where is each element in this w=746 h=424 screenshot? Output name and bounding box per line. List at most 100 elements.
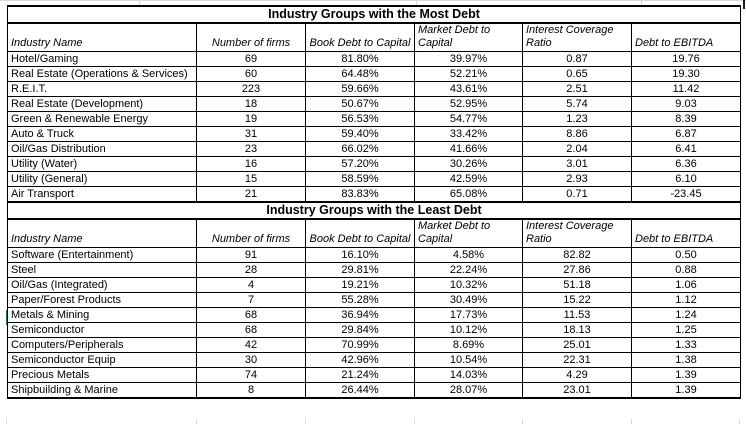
cell-interest-coverage-ratio: 0.87	[522, 51, 632, 67]
cell-interest-coverage-ratio: 1.23	[522, 111, 632, 127]
gridline	[305, 419, 306, 424]
cell-interest-coverage-ratio: 11.53	[522, 307, 632, 323]
cell-interest-coverage-ratio: 4.29	[522, 367, 632, 383]
cell-debt-to-ebitda: 1.33	[631, 337, 741, 353]
cell-interest-coverage-ratio: 2.04	[522, 141, 632, 157]
cell-market-debt-to-capital: 33.42%	[414, 126, 523, 142]
cell-industry-name: Semiconductor Equip	[7, 352, 197, 368]
cell-industry-name: Software (Entertainment)	[7, 247, 197, 263]
cell-book-debt-to-capital: 59.66%	[305, 81, 415, 97]
cell-number-of-firms: 69	[196, 51, 306, 67]
cell-debt-to-ebitda: 6.41	[631, 141, 741, 157]
cell-debt-to-ebitda: 8.39	[631, 111, 741, 127]
cell-industry-name: Air Transport	[7, 186, 197, 203]
cell-number-of-firms: 18	[196, 96, 306, 112]
cell-market-debt-to-capital: 30.26%	[414, 156, 523, 172]
cell-debt-to-ebitda: 1.39	[631, 382, 741, 399]
cell-book-debt-to-capital: 21.24%	[305, 367, 415, 383]
cell-debt-to-ebitda: 6.87	[631, 126, 741, 142]
table-row: Oil/Gas Distribution 23 66.02% 41.66% 2.04 6.…	[7, 141, 741, 157]
cell-interest-coverage-ratio: 25.01	[522, 337, 632, 353]
cell-industry-name: Utility (Water)	[7, 156, 197, 172]
cell-number-of-firms: 42	[196, 337, 306, 353]
cell-number-of-firms: 68	[196, 322, 306, 338]
cell-debt-to-ebitda: 1.12	[631, 292, 741, 308]
industry-debt-table: Industry Groups with the Most Debt Indust…	[7, 5, 741, 399]
cell-book-debt-to-capital: 36.94%	[305, 307, 415, 323]
table-row: Precious Metals 74 21.24% 14.03% 4.29 1.39	[7, 367, 741, 383]
cell-debt-to-ebitda: 1.38	[631, 352, 741, 368]
column-header-number-of-firms: Number of firms	[196, 22, 306, 52]
cell-market-debt-to-capital: 8.69%	[414, 337, 523, 353]
column-header-interest-coverage-ratio: Interest Coverage Ratio	[522, 218, 632, 248]
cell-debt-to-ebitda: 0.88	[631, 262, 741, 278]
cell-industry-name: Real Estate (Development)	[7, 96, 197, 112]
cell-book-debt-to-capital: 83.83%	[305, 186, 415, 203]
cell-book-debt-to-capital: 42.96%	[305, 352, 415, 368]
cell-debt-to-ebitda: 11.42	[631, 81, 741, 97]
cell-debt-to-ebitda: 19.30	[631, 66, 741, 82]
column-header-debt-to-ebitda: Debt to EBITDA	[631, 22, 741, 52]
cell-market-debt-to-capital: 4.58%	[414, 247, 523, 263]
column-header-book-debt-to-capital: Book Debt to Capital	[305, 22, 415, 52]
cell-interest-coverage-ratio: 23.01	[522, 382, 632, 399]
cell-debt-to-ebitda: 6.36	[631, 156, 741, 172]
cell-book-debt-to-capital: 29.81%	[305, 262, 415, 278]
cell-market-debt-to-capital: 30.49%	[414, 292, 523, 308]
gridline	[522, 419, 523, 424]
table-row: Semiconductor Equip 30 42.96% 10.54% 22.31 1.…	[7, 352, 741, 368]
cell-book-debt-to-capital: 70.99%	[305, 337, 415, 353]
table-row: Semiconductor 68 29.84% 10.12% 18.13 1.25	[7, 322, 741, 338]
cell-interest-coverage-ratio: 2.51	[522, 81, 632, 97]
cell-number-of-firms: 21	[196, 186, 306, 203]
cell-number-of-firms: 74	[196, 367, 306, 383]
table-title: Industry Groups with the Most Debt	[7, 5, 741, 24]
cell-interest-coverage-ratio: 18.13	[522, 322, 632, 338]
cell-market-debt-to-capital: 42.59%	[414, 171, 523, 187]
cell-market-debt-to-capital: 10.12%	[414, 322, 523, 338]
cell-number-of-firms: 8	[196, 382, 306, 399]
table-row: R.E.I.T. 223 59.66% 43.61% 2.51 11.42	[7, 81, 741, 97]
cell-interest-coverage-ratio: 51.18	[522, 277, 632, 293]
cell-debt-to-ebitda: 1.39	[631, 367, 741, 383]
cell-debt-to-ebitda: 1.25	[631, 322, 741, 338]
cell-market-debt-to-capital: 10.54%	[414, 352, 523, 368]
cell-market-debt-to-capital: 54.77%	[414, 111, 523, 127]
gridline	[739, 419, 740, 424]
cell-interest-coverage-ratio: 0.65	[522, 66, 632, 82]
cell-book-debt-to-capital: 26.44%	[305, 382, 415, 399]
cell-number-of-firms: 30	[196, 352, 306, 368]
table-section-title-row: Industry Groups with the Least Debt	[7, 201, 741, 220]
cell-market-debt-to-capital: 41.66%	[414, 141, 523, 157]
cell-market-debt-to-capital: 43.61%	[414, 81, 523, 97]
column-header-industry-name: Industry Name	[7, 218, 197, 248]
table-row: Air Transport 21 83.83% 65.08% 0.71 -23.45	[7, 186, 741, 203]
cell-book-debt-to-capital: 81.80%	[305, 51, 415, 67]
column-header-interest-coverage-ratio: Interest Coverage Ratio	[522, 22, 632, 52]
gridline	[416, 0, 417, 5]
cell-debt-to-ebitda: 19.76	[631, 51, 741, 67]
cell-number-of-firms: 31	[196, 126, 306, 142]
cell-debt-to-ebitda: 9.03	[631, 96, 741, 112]
table-title: Industry Groups with the Least Debt	[7, 201, 741, 220]
cell-cursor-fragment	[743, 0, 745, 9]
cell-industry-name: Utility (General)	[7, 171, 197, 187]
table-row: Oil/Gas (Integrated) 4 19.21% 10.32% 51.18 1.…	[7, 277, 741, 293]
column-header-number-of-firms: Number of firms	[196, 218, 306, 248]
table-row: Utility (General) 15 58.59% 42.59% 2.93 6.10	[7, 171, 741, 187]
table-row: Steel 28 29.81% 22.24% 27.86 0.88	[7, 262, 741, 278]
cell-industry-name: Hotel/Gaming	[7, 51, 197, 67]
column-header-debt-to-ebitda: Debt to EBITDA	[631, 218, 741, 248]
cell-book-debt-to-capital: 56.53%	[305, 111, 415, 127]
table-row: Hotel/Gaming 69 81.80% 39.97% 0.87 19.76	[7, 51, 741, 67]
cell-industry-name: Paper/Forest Products	[7, 292, 197, 308]
cell-debt-to-ebitda: -23.45	[631, 186, 741, 203]
cell-industry-name: Computers/Peripherals	[7, 337, 197, 353]
cell-industry-name: Shipbuilding & Marine	[7, 382, 197, 399]
gridline	[0, 0, 746, 1]
cell-debt-to-ebitda: 1.06	[631, 277, 741, 293]
cell-number-of-firms: 4	[196, 277, 306, 293]
cell-industry-name: Steel	[7, 262, 197, 278]
table-row: Real Estate (Development) 18 50.67% 52.95% 5…	[7, 96, 741, 112]
cell-number-of-firms: 28	[196, 262, 306, 278]
